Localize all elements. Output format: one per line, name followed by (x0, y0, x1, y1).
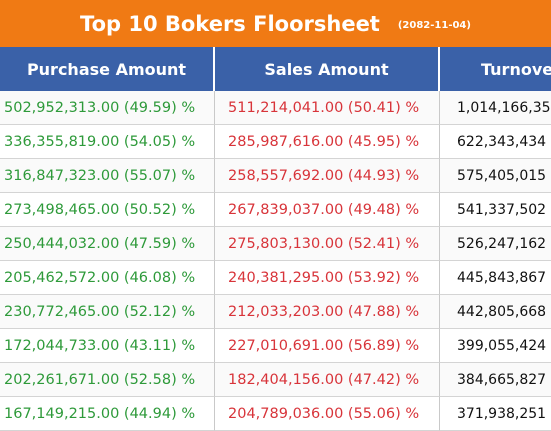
purchase-amount-cell: 205,462,572.00 (46.08) % (0, 261, 215, 295)
purchase-amount-cell: 230,772,465.00 (52.12) % (0, 295, 215, 329)
table-row: 167,149,215.00 (44.94) % 204,789,036.00 … (0, 397, 551, 431)
sales-amount-cell: 182,404,156.00 (47.42) % (215, 363, 440, 397)
table-row: 316,847,323.00 (55.07) % 258,557,692.00 … (0, 159, 551, 193)
title-bar: Top 10 Bokers Floorsheet (2082-11-04) (0, 0, 551, 47)
purchase-amount-cell: 202,261,671.00 (52.58) % (0, 363, 215, 397)
table-row: 336,355,819.00 (54.05) % 285,987,616.00 … (0, 125, 551, 159)
purchase-amount-cell: 502,952,313.00 (49.59) % (0, 91, 215, 125)
turnover-cell: 371,938,251 (440, 397, 551, 431)
table-header: Purchase Amount Sales Amount Turnove (0, 47, 551, 91)
page-title: Top 10 Bokers Floorsheet (80, 11, 380, 36)
table-body: 502,952,313.00 (49.59) % 511,214,041.00 … (0, 91, 551, 431)
column-header-turnover: Turnove (440, 47, 551, 91)
purchase-amount-cell: 167,149,215.00 (44.94) % (0, 397, 215, 431)
turnover-cell: 442,805,668 (440, 295, 551, 329)
turnover-cell: 575,405,015 (440, 159, 551, 193)
turnover-cell: 384,665,827 (440, 363, 551, 397)
purchase-amount-cell: 336,355,819.00 (54.05) % (0, 125, 215, 159)
sales-amount-cell: 204,789,036.00 (55.06) % (215, 397, 440, 431)
turnover-cell: 622,343,434 (440, 125, 551, 159)
sales-amount-cell: 285,987,616.00 (45.95) % (215, 125, 440, 159)
turnover-cell: 526,247,162 (440, 227, 551, 261)
sales-amount-cell: 267,839,037.00 (49.48) % (215, 193, 440, 227)
table-row: 205,462,572.00 (46.08) % 240,381,295.00 … (0, 261, 551, 295)
table-row: 273,498,465.00 (50.52) % 267,839,037.00 … (0, 193, 551, 227)
sales-amount-cell: 258,557,692.00 (44.93) % (215, 159, 440, 193)
table-row: 202,261,671.00 (52.58) % 182,404,156.00 … (0, 363, 551, 397)
sales-amount-cell: 240,381,295.00 (53.92) % (215, 261, 440, 295)
table-row: 230,772,465.00 (52.12) % 212,033,203.00 … (0, 295, 551, 329)
column-header-sales-amount: Sales Amount (215, 47, 440, 91)
purchase-amount-cell: 273,498,465.00 (50.52) % (0, 193, 215, 227)
table-row: 172,044,733.00 (43.11) % 227,010,691.00 … (0, 329, 551, 363)
turnover-cell: 399,055,424 (440, 329, 551, 363)
table-row: 250,444,032.00 (47.59) % 275,803,130.00 … (0, 227, 551, 261)
turnover-cell: 1,014,166,35 (440, 91, 551, 125)
turnover-cell: 445,843,867 (440, 261, 551, 295)
turnover-cell: 541,337,502 (440, 193, 551, 227)
sales-amount-cell: 227,010,691.00 (56.89) % (215, 329, 440, 363)
report-date: (2082-11-04) (397, 20, 471, 31)
purchase-amount-cell: 316,847,323.00 (55.07) % (0, 159, 215, 193)
sales-amount-cell: 275,803,130.00 (52.41) % (215, 227, 440, 261)
sales-amount-cell: 212,033,203.00 (47.88) % (215, 295, 440, 329)
sales-amount-cell: 511,214,041.00 (50.41) % (215, 91, 440, 125)
table-row: 502,952,313.00 (49.59) % 511,214,041.00 … (0, 91, 551, 125)
column-header-purchase-amount: Purchase Amount (0, 47, 215, 91)
purchase-amount-cell: 172,044,733.00 (43.11) % (0, 329, 215, 363)
purchase-amount-cell: 250,444,032.00 (47.59) % (0, 227, 215, 261)
